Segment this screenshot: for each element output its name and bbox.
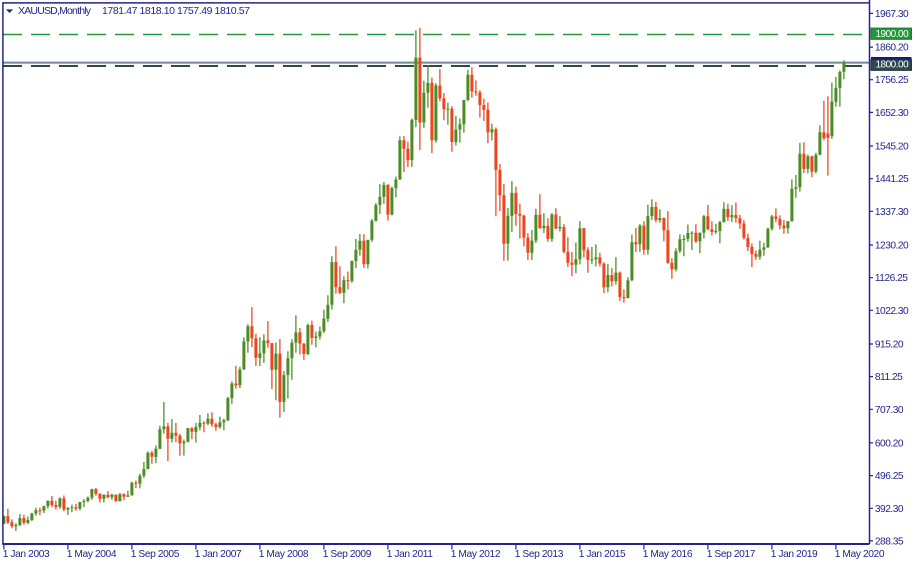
svg-text:496.25: 496.25: [875, 471, 904, 482]
svg-text:1967.30: 1967.30: [875, 9, 909, 20]
svg-text:1 May 2016: 1 May 2016: [643, 549, 693, 560]
svg-text:1126.25: 1126.25: [875, 273, 908, 284]
svg-text:1 Jan 2003: 1 Jan 2003: [3, 549, 50, 560]
svg-text:811.25: 811.25: [875, 372, 903, 383]
svg-text:1900.00: 1900.00: [876, 29, 910, 40]
svg-text:1 May 2012: 1 May 2012: [451, 549, 501, 560]
svg-text:707.30: 707.30: [875, 405, 904, 416]
svg-text:915.20: 915.20: [875, 340, 904, 351]
svg-text:1 May 2020: 1 May 2020: [835, 549, 885, 560]
svg-text:1 Sep 2017: 1 Sep 2017: [707, 549, 756, 560]
svg-text:XAUUSD,Monthly: XAUUSD,Monthly: [18, 5, 92, 17]
svg-text:1 Sep 2005: 1 Sep 2005: [131, 549, 180, 560]
svg-text:1 Jan 2019: 1 Jan 2019: [771, 549, 818, 560]
svg-text:1652.30: 1652.30: [875, 108, 909, 119]
svg-text:1860.20: 1860.20: [875, 43, 909, 54]
svg-text:1441.25: 1441.25: [875, 174, 909, 185]
svg-text:1 Jan 2011: 1 Jan 2011: [387, 549, 434, 560]
svg-text:1 May 2008: 1 May 2008: [259, 549, 309, 560]
svg-text:1 Jan 2007: 1 Jan 2007: [195, 549, 242, 560]
svg-text:1756.25: 1756.25: [875, 75, 909, 86]
svg-text:1022.30: 1022.30: [875, 306, 909, 317]
svg-text:1 Sep 2013: 1 Sep 2013: [515, 549, 564, 560]
svg-text:1800.00: 1800.00: [876, 60, 910, 71]
svg-text:1545.20: 1545.20: [875, 142, 909, 153]
svg-text:1337.30: 1337.30: [875, 207, 909, 218]
svg-text:1 Jan 2015: 1 Jan 2015: [579, 549, 626, 560]
svg-text:1230.20: 1230.20: [875, 241, 909, 252]
svg-text:392.30: 392.30: [875, 504, 904, 515]
svg-text:1781.47 1818.10 1757.49 1810.5: 1781.47 1818.10 1757.49 1810.57: [102, 5, 250, 17]
svg-text:1 May 2004: 1 May 2004: [67, 549, 117, 560]
svg-text:288.35: 288.35: [875, 536, 904, 547]
svg-text:1 Sep 2009: 1 Sep 2009: [323, 549, 372, 560]
svg-text:600.20: 600.20: [875, 438, 904, 449]
